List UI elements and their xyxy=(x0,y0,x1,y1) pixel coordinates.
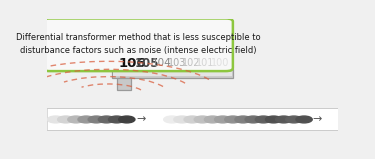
Text: 103: 103 xyxy=(168,58,186,68)
Circle shape xyxy=(184,116,200,123)
Circle shape xyxy=(204,116,220,123)
Text: 100: 100 xyxy=(211,58,229,68)
Circle shape xyxy=(225,116,241,123)
Text: 101: 101 xyxy=(196,58,215,68)
Bar xyxy=(117,78,132,90)
Circle shape xyxy=(164,116,180,123)
Circle shape xyxy=(48,116,64,123)
FancyBboxPatch shape xyxy=(42,18,233,71)
Circle shape xyxy=(58,116,74,123)
Circle shape xyxy=(255,116,272,123)
Circle shape xyxy=(276,116,292,123)
Circle shape xyxy=(88,116,104,123)
Text: →: → xyxy=(136,114,146,124)
Circle shape xyxy=(266,116,282,123)
Circle shape xyxy=(245,116,261,123)
Text: 102: 102 xyxy=(182,58,201,68)
Circle shape xyxy=(194,116,210,123)
Text: 105: 105 xyxy=(135,57,159,70)
Circle shape xyxy=(68,116,84,123)
Circle shape xyxy=(174,116,190,123)
Circle shape xyxy=(235,116,251,123)
Bar xyxy=(112,69,233,78)
Bar xyxy=(113,72,232,76)
Circle shape xyxy=(78,116,94,123)
Circle shape xyxy=(214,116,231,123)
Circle shape xyxy=(286,116,302,123)
Circle shape xyxy=(118,116,135,123)
Bar xyxy=(47,108,338,131)
Text: 106: 106 xyxy=(119,57,146,70)
Circle shape xyxy=(108,116,125,123)
Text: Differential transformer method that is less susceptible to
disturbance factors : Differential transformer method that is … xyxy=(16,33,261,55)
Circle shape xyxy=(296,116,312,123)
Text: 104: 104 xyxy=(152,58,171,68)
Text: →: → xyxy=(312,114,322,124)
Circle shape xyxy=(98,116,115,123)
